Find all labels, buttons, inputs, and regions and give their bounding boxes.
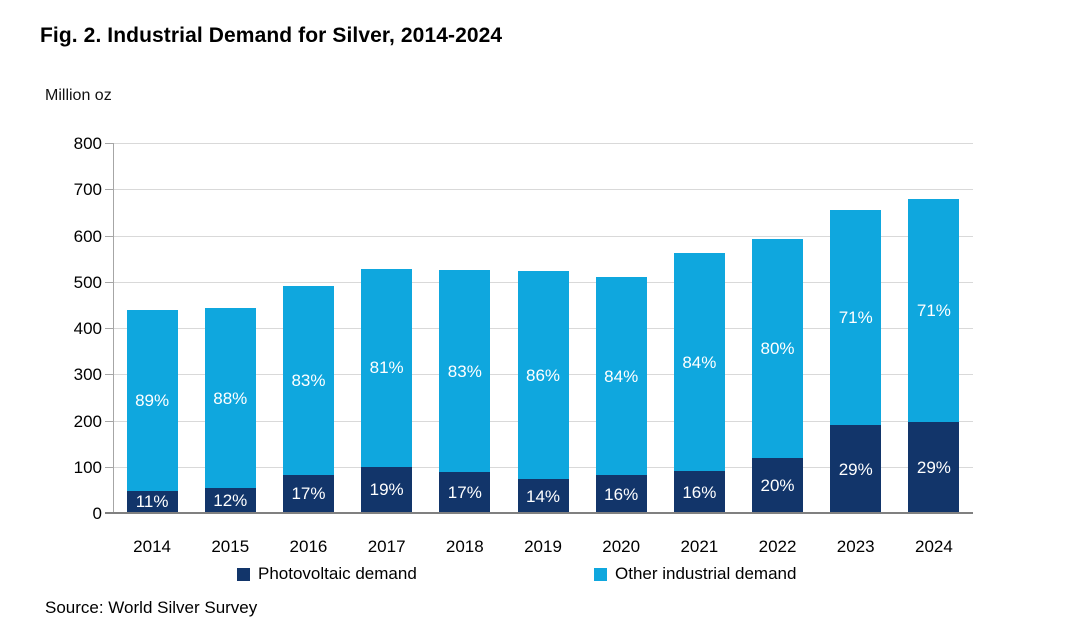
- bar-segment-photovoltaic-2020: 16%: [595, 475, 647, 513]
- bar-label-photovoltaic-2022: 20%: [760, 476, 795, 496]
- y-tick-label-500: 500: [73, 272, 102, 292]
- bar-label-photovoltaic-2015: 12%: [213, 491, 248, 511]
- x-tick-label-2016: 2016: [289, 537, 328, 556]
- x-tick-label-2021: 2021: [680, 537, 719, 556]
- bar-segment-other-industrial-2017: 81%: [361, 269, 413, 467]
- bar-segment-photovoltaic-2022: 20%: [752, 458, 804, 513]
- bar-label-other-industrial-2020: 84%: [604, 366, 639, 386]
- bar-label-photovoltaic-2020: 16%: [604, 484, 639, 504]
- legend-item-photovoltaic: Photovoltaic demand: [237, 564, 417, 584]
- bar-segment-other-industrial-2021: 84%: [673, 253, 725, 472]
- legend-swatch-photovoltaic-icon: [237, 567, 250, 581]
- y-tick-label-700: 700: [73, 180, 102, 200]
- bar-label-photovoltaic-2018: 17%: [447, 482, 482, 502]
- bar-label-other-industrial-2016: 83%: [291, 370, 326, 390]
- gridline-700: [113, 189, 973, 191]
- x-tick-label-2015: 2015: [211, 537, 250, 556]
- y-tick-label-800: 800: [73, 134, 102, 153]
- y-axis-line: [113, 143, 114, 513]
- legend-swatch-other-industrial-icon: [594, 567, 607, 581]
- bar-segment-photovoltaic-2017: 19%: [361, 466, 413, 513]
- bar-label-other-industrial-2015: 88%: [213, 388, 248, 408]
- y-tick-label-600: 600: [73, 226, 102, 246]
- y-axis-unit-label: Million oz: [45, 87, 112, 104]
- legend-label-photovoltaic: Photovoltaic demand: [258, 564, 417, 583]
- legend-item-other-industrial: Other industrial demand: [594, 564, 796, 584]
- bar-segment-other-industrial-2022: 80%: [752, 239, 804, 459]
- bar-label-photovoltaic-2024: 29%: [916, 457, 951, 477]
- bar-segment-photovoltaic-2021: 16%: [673, 471, 725, 513]
- x-tick-label-2014: 2014: [133, 537, 171, 556]
- bar-label-photovoltaic-2019: 14%: [525, 486, 561, 506]
- bar-label-other-industrial-2018: 83%: [447, 361, 482, 381]
- y-tick-label-100: 100: [73, 457, 102, 477]
- bar-label-photovoltaic-2021: 16%: [682, 482, 717, 502]
- bar-label-photovoltaic-2016: 17%: [291, 484, 326, 504]
- x-tick-label-2022: 2022: [758, 537, 797, 556]
- bar-label-other-industrial-2019: 86%: [525, 365, 561, 385]
- y-axis-tick-400: [105, 328, 113, 329]
- bar-label-other-industrial-2021: 84%: [682, 352, 717, 372]
- bar-segment-other-industrial-2014: 89%: [126, 309, 178, 491]
- gridline-800: [113, 143, 973, 144]
- bar-segment-photovoltaic-2018: 17%: [439, 471, 491, 513]
- bar-segment-other-industrial-2019: 86%: [517, 271, 569, 480]
- bar-label-other-industrial-2017: 81%: [369, 358, 404, 378]
- y-tick-label-300: 300: [73, 365, 102, 385]
- bar-label-photovoltaic-2017: 19%: [369, 480, 404, 500]
- y-axis-tick-300: [105, 374, 113, 376]
- bar-label-photovoltaic-2023: 29%: [838, 459, 873, 479]
- y-axis-tick-500: [105, 281, 113, 283]
- bar-label-other-industrial-2023: 71%: [838, 308, 873, 328]
- y-axis-tick-600: [105, 235, 113, 237]
- source-note: Source: World Silver Survey: [45, 598, 258, 617]
- bar-label-other-industrial-2022: 80%: [760, 339, 795, 359]
- x-tick-label-2020: 2020: [602, 537, 641, 556]
- legend-label-other-industrial: Other industrial demand: [615, 564, 797, 583]
- y-axis-tick-200: [105, 420, 113, 422]
- bar-segment-photovoltaic-2016: 17%: [282, 474, 334, 513]
- y-axis-tick-700: [105, 189, 113, 191]
- bar-segment-other-industrial-2018: 83%: [439, 270, 491, 472]
- bar-segment-other-industrial-2023: 71%: [830, 210, 882, 426]
- bar-segment-photovoltaic-2019: 14%: [517, 479, 569, 513]
- y-axis-tick-800: [105, 143, 113, 144]
- y-tick-label-0: 0: [92, 504, 102, 523]
- bar-segment-photovoltaic-2024: 29%: [908, 421, 960, 513]
- bar-segment-photovoltaic-2023: 29%: [830, 425, 882, 513]
- y-tick-label-400: 400: [73, 319, 102, 338]
- bar-segment-other-industrial-2020: 84%: [595, 277, 647, 476]
- gridline-600: [113, 235, 973, 237]
- y-axis-tick-100: [105, 466, 113, 468]
- x-tick-label-2018: 2018: [445, 537, 484, 556]
- x-tick-label-2017: 2017: [367, 537, 406, 556]
- bar-segment-other-industrial-2016: 83%: [282, 286, 334, 475]
- bar-label-photovoltaic-2014: 11%: [135, 492, 169, 512]
- bar-segment-photovoltaic-2014: 11%: [126, 490, 178, 513]
- bar-label-other-industrial-2024: 71%: [916, 300, 951, 320]
- bar-segment-other-industrial-2024: 71%: [908, 198, 960, 422]
- bar-segment-photovoltaic-2015: 12%: [204, 488, 256, 513]
- figure-title: Fig. 2. Industrial Demand for Silver, 20…: [40, 24, 503, 47]
- bar-segment-other-industrial-2015: 88%: [204, 308, 256, 489]
- x-axis-line: [105, 512, 973, 514]
- y-tick-label-200: 200: [73, 411, 102, 431]
- legend: Photovoltaic demand Other industrial dem…: [0, 564, 1080, 588]
- x-tick-label-2024: 2024: [914, 537, 953, 556]
- bar-label-other-industrial-2014: 89%: [135, 390, 170, 410]
- x-tick-label-2023: 2023: [836, 537, 875, 556]
- x-tick-label-2019: 2019: [524, 537, 562, 556]
